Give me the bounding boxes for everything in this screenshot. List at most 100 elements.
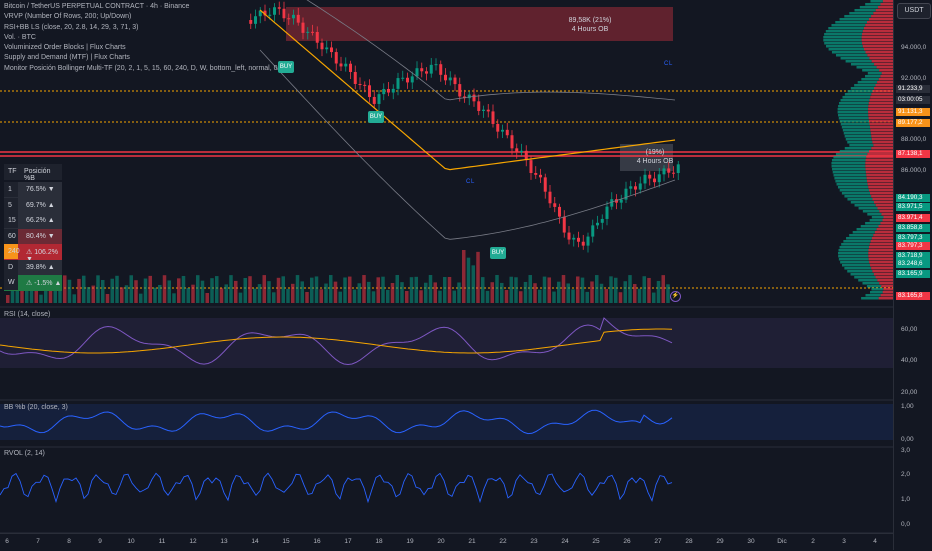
volume-bar [105, 293, 110, 303]
volume-profile-bar [856, 66, 877, 69]
volume-bar [367, 281, 371, 303]
rsi-signal-line [0, 328, 673, 354]
legend-vrvp[interactable]: VRVP (Number Of Rows, 200; Up/Down) [4, 13, 132, 21]
legend-order-blocks[interactable]: Voluminized Order Blocks | Flux Charts [4, 44, 126, 52]
volume-bar [428, 275, 433, 303]
volume-profile-bar [874, 63, 893, 66]
volume-bar [504, 290, 509, 303]
legend-volume[interactable]: Vol. · BTC [4, 33, 36, 41]
candle-body [439, 64, 443, 75]
volume-bar [614, 277, 618, 303]
volume-bar [91, 285, 95, 303]
volume-profile-bar [878, 6, 893, 9]
time-label: 11 [158, 538, 166, 545]
candle-body [301, 22, 305, 33]
volume-bar [566, 283, 570, 303]
price-tag: 83.797,3 [896, 242, 930, 250]
volume-bar [272, 292, 276, 303]
volume-profile-bar [870, 129, 893, 132]
bb-percent-label[interactable]: BB %b (20, close, 3) [4, 404, 68, 411]
volume-bar [25, 286, 29, 303]
volume-profile-bar [880, 222, 893, 225]
legend-rsi-bb[interactable]: RSI+BB LS (close, 20, 2.8, 14, 29, 3, 71… [4, 23, 139, 31]
volume-profile-bar [869, 99, 893, 102]
volume-profile-bar [868, 246, 893, 249]
volume-bar [557, 281, 561, 303]
volume-profile-bar [871, 216, 884, 219]
time-axis[interactable] [0, 533, 893, 551]
volume-profile-bar [863, 27, 893, 30]
candle-label: C [466, 179, 471, 185]
time-label: 8 [67, 538, 71, 545]
candle-body [667, 168, 671, 173]
candle-body [657, 174, 661, 183]
volume-profile-bar [850, 201, 875, 204]
time-label: 25 [592, 538, 600, 545]
volume-bar [457, 282, 461, 303]
rsi-label[interactable]: RSI (14, close) [4, 311, 51, 318]
volume-bar [158, 284, 162, 303]
volume-bar [386, 289, 390, 303]
volume-profile-bar [844, 15, 872, 18]
time-label: 6 [5, 538, 9, 545]
volume-bar [329, 275, 333, 303]
volume-profile-bar [842, 129, 871, 132]
volume-bar [443, 277, 447, 303]
price-label: 86.000,0 [901, 167, 927, 174]
volume-profile-bar [868, 18, 893, 21]
candle-body [406, 77, 409, 83]
volume-profile-bar [875, 9, 893, 12]
price-label: 94.000,0 [901, 44, 927, 51]
monitor-value: 80.4% ▼ [26, 232, 55, 240]
monitor-value: 69.7% ▲ [26, 201, 55, 209]
volume-profile-bar [869, 57, 893, 60]
volume-bar [462, 250, 466, 303]
volume-bar [72, 294, 76, 303]
volume-profile-bar [865, 162, 893, 165]
volume-profile-bar [838, 249, 869, 252]
volume-bar [580, 277, 585, 303]
volume-profile-bar [874, 87, 893, 90]
volume-bar [281, 276, 285, 303]
bollinger-lower-band [259, 49, 676, 240]
volume-profile-bar [878, 297, 893, 300]
volume-profile-bar [850, 63, 875, 66]
candle-body [553, 203, 557, 207]
volume-profile-bar [839, 18, 869, 21]
volume-profile-bar [837, 111, 869, 114]
candle-body [292, 14, 295, 19]
event-lightning-icon[interactable]: ⚡ [670, 291, 681, 302]
time-label: 21 [468, 538, 476, 545]
volume-profile-bar [866, 285, 882, 288]
volume-bar [191, 284, 195, 303]
legend-supply-demand[interactable]: Supply and Demand (MTF) | Flux Charts [4, 54, 130, 62]
volume-profile-bar [835, 21, 868, 24]
time-label: 28 [685, 538, 693, 545]
legend-monitor[interactable]: Monitor Posición Bollinger Multi-TF (20,… [4, 64, 288, 72]
time-label: 29 [716, 538, 724, 545]
volume-profile-bar [868, 102, 893, 105]
volume-profile-bar [869, 219, 883, 222]
candle-body [453, 77, 457, 85]
volume-profile-bar [865, 51, 893, 54]
volume-profile-bar [835, 180, 868, 183]
rsi-line [0, 317, 673, 366]
volume-profile-bar [861, 39, 893, 42]
candle-body [567, 232, 571, 240]
candle-body [311, 31, 314, 33]
candle-body [287, 18, 291, 20]
volume-bar [547, 277, 551, 303]
chart-canvas[interactable] [0, 0, 893, 533]
volume-profile-bar [849, 144, 874, 147]
rvol-label[interactable]: RVOL (2, 14) [4, 450, 45, 457]
candle-body [643, 174, 647, 184]
legend-symbol[interactable]: Bitcoin / TetherUS PERPETUAL CONTRACT · … [4, 3, 190, 10]
candle-body [330, 47, 333, 53]
volume-profile-bar [865, 24, 893, 27]
time-label: 13 [220, 538, 228, 545]
volume-profile-bar [839, 120, 870, 123]
currency-button[interactable]: USDT [897, 3, 931, 19]
volume-profile-bar [879, 282, 893, 285]
volume-profile-bar [883, 216, 893, 219]
volume-profile-bar [881, 72, 893, 75]
